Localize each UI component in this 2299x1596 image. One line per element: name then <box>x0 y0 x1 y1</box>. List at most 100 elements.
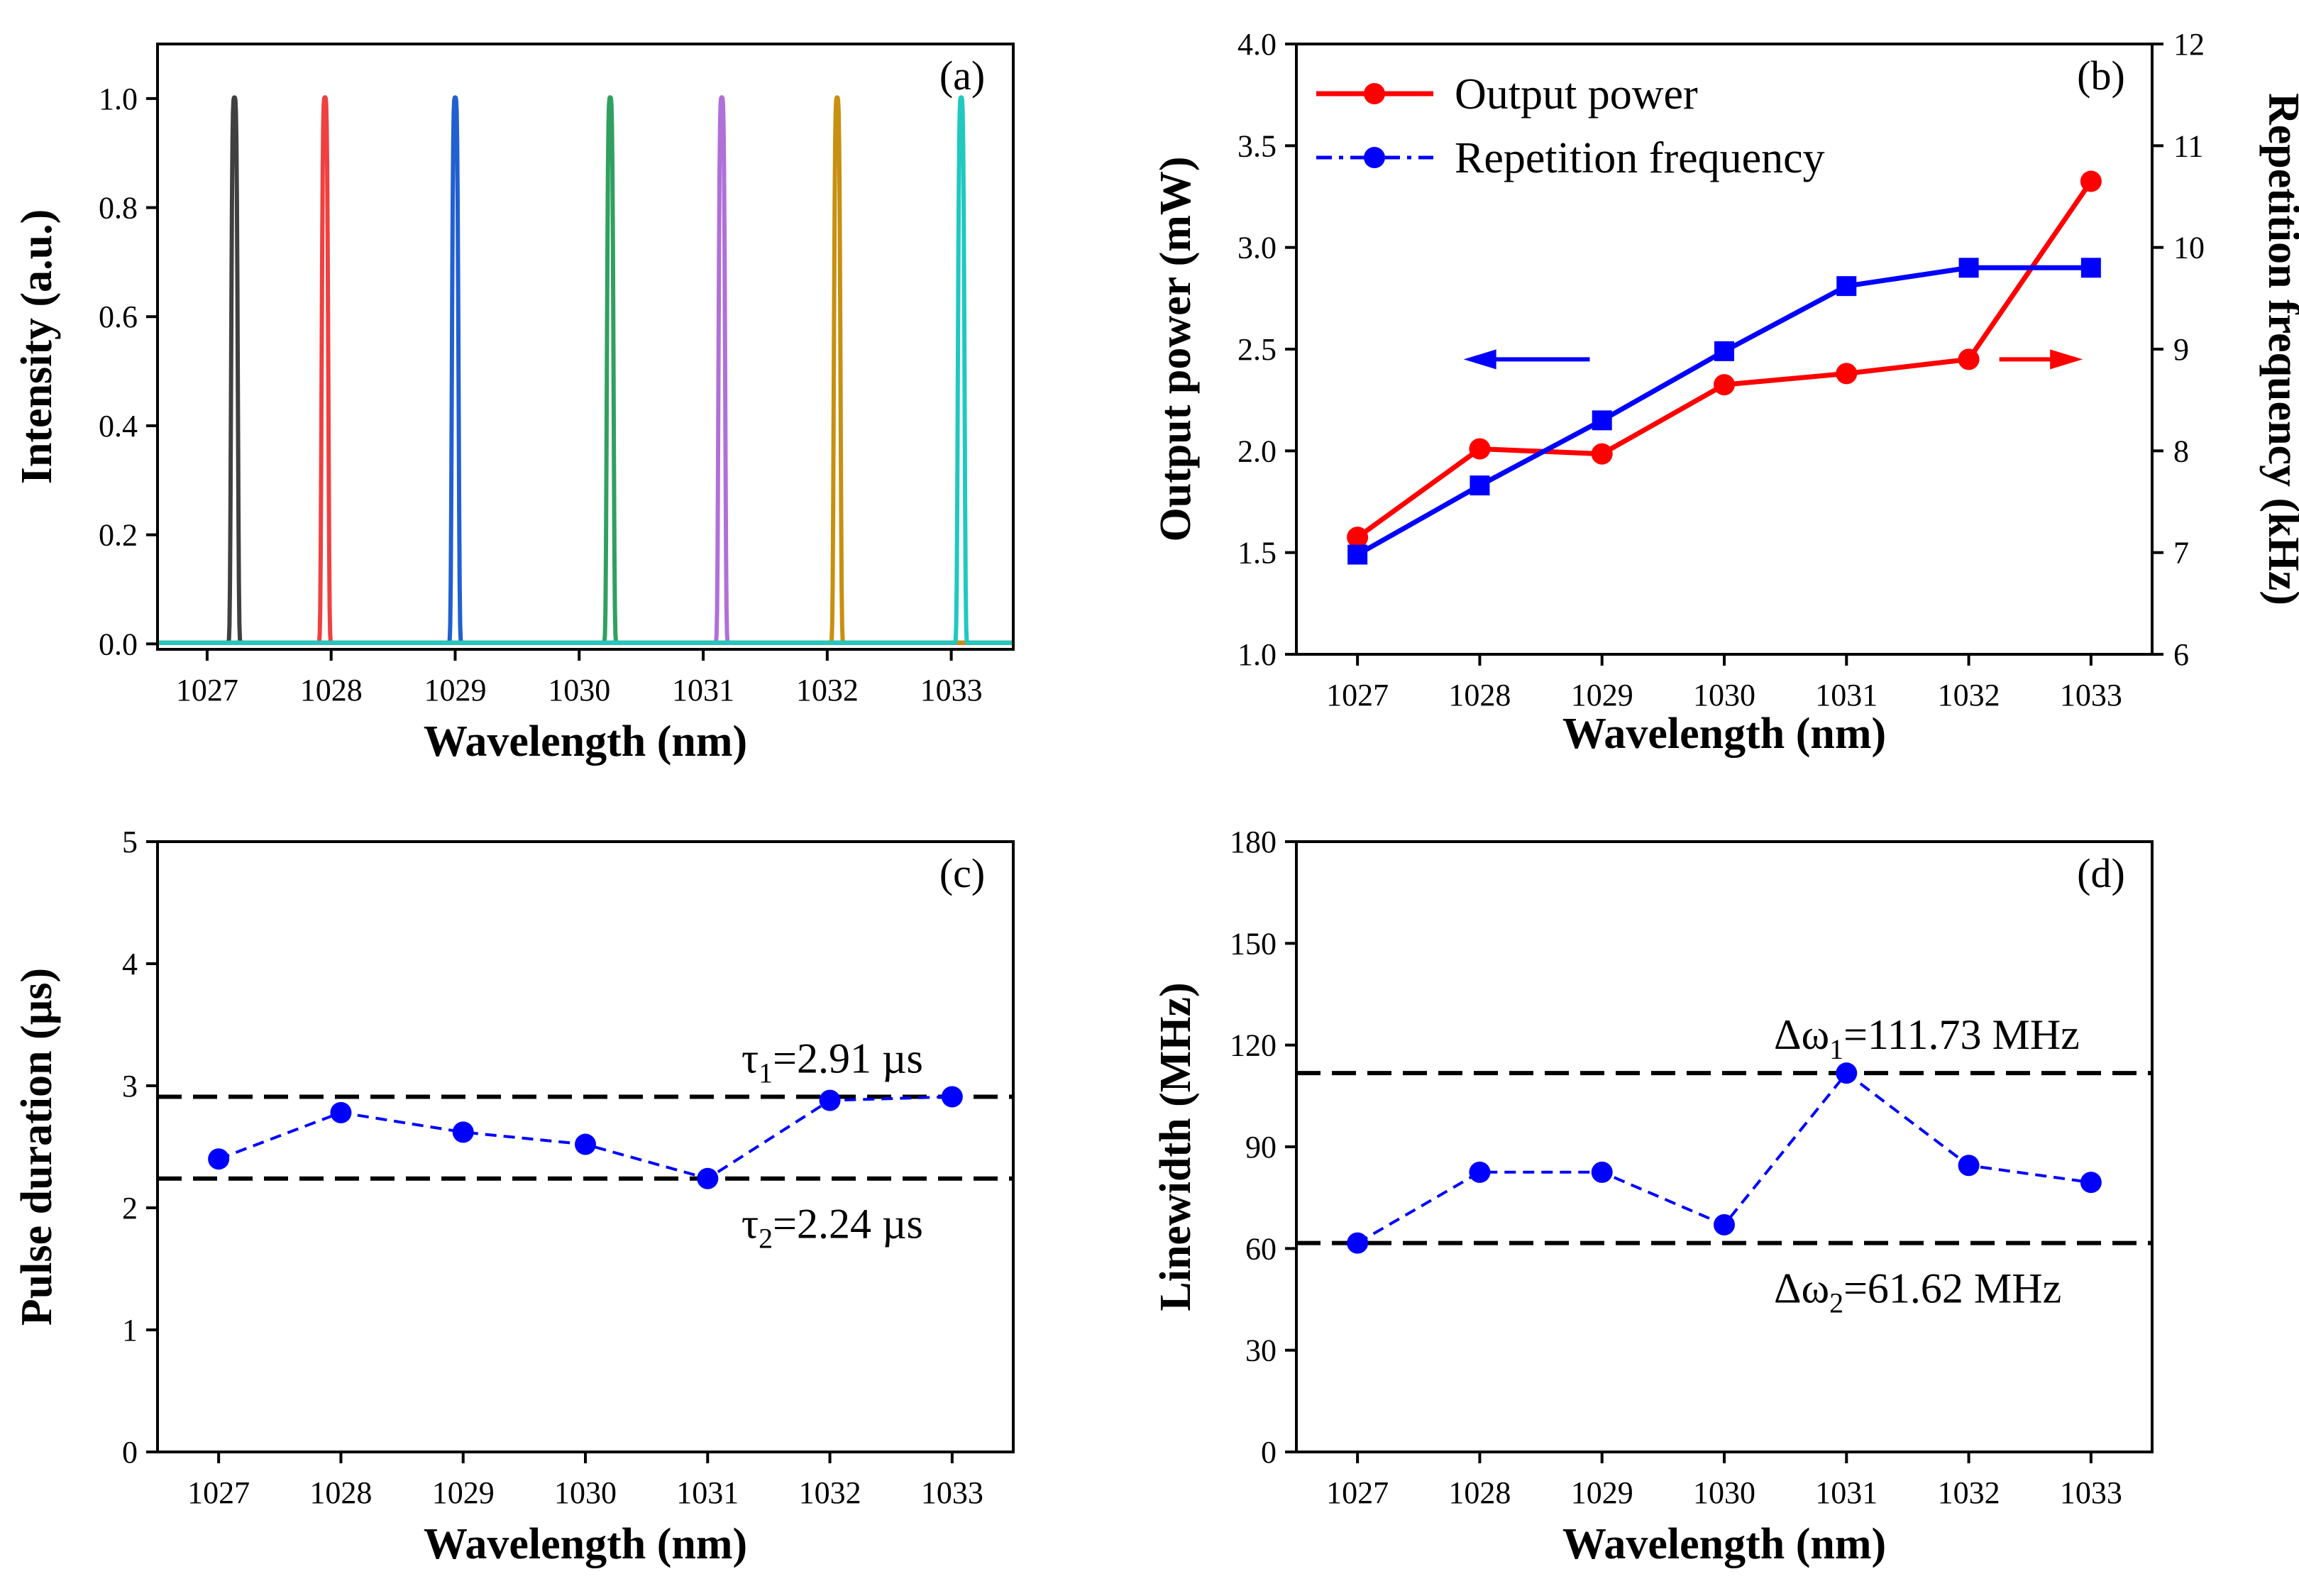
data-point <box>1836 276 1857 297</box>
x-tick-label-d: 1033 <box>2060 1475 2122 1510</box>
plot-area-a <box>158 95 1013 645</box>
panel-label-c: (c) <box>939 850 985 896</box>
spectrum-line <box>158 95 1013 645</box>
y-tick-label-b: 3.5 <box>1237 128 1277 163</box>
x-tick-label-d: 1031 <box>1815 1475 1878 1510</box>
legend-label: Repetition frequency <box>1455 134 1825 182</box>
reference-label: τ2=2.24 µs <box>741 1201 923 1255</box>
data-point <box>1714 1213 1735 1235</box>
data-point <box>1591 443 1613 465</box>
panel-c: 1027 1028 1029 1030 1031 1032 1033 0 1 2 3 4 5 Wavele… <box>13 825 1015 1568</box>
data-point <box>2080 170 2102 192</box>
y-right-tick-label-b: 11 <box>2173 128 2203 163</box>
y-tick-label-c: 0 <box>122 1435 138 1470</box>
legend-label: Output power <box>1455 70 1698 119</box>
data-point <box>1958 1155 1980 1177</box>
data-point <box>330 1101 352 1123</box>
data-point <box>1714 374 1735 396</box>
spectrum-line <box>158 95 1013 645</box>
data-point <box>941 1086 963 1108</box>
legend-marker <box>1364 83 1385 104</box>
data-point <box>1347 1232 1369 1254</box>
spectrum-line <box>158 95 1013 645</box>
data-point <box>1591 1161 1613 1183</box>
x-tick-label-b: 1031 <box>1815 678 1878 712</box>
x-tick-label-c: 1032 <box>799 1475 861 1510</box>
data-point <box>2080 1172 2102 1194</box>
data-point <box>2080 258 2101 278</box>
data-point <box>208 1148 230 1170</box>
y-tick-label-c: 5 <box>122 825 138 859</box>
y-tick-label-d: 120 <box>1230 1028 1277 1063</box>
y-right-tick-label-b: 7 <box>2173 536 2189 571</box>
y-tick-label-a: 0.8 <box>99 191 138 226</box>
y-tick-label-d: 30 <box>1245 1333 1277 1368</box>
y-tick-label-a: 0.2 <box>99 518 138 553</box>
data-point <box>1469 438 1491 460</box>
x-tick-label-a: 1033 <box>920 673 983 708</box>
x-tick-label-a: 1032 <box>796 673 859 708</box>
spectrum-line <box>158 95 1013 645</box>
data-point <box>1470 475 1490 496</box>
x-tick-label-c: 1029 <box>432 1475 495 1510</box>
spectrum-line <box>158 95 1013 645</box>
reference-label: τ1=2.91 µs <box>741 1035 923 1089</box>
y-tick-label-c: 1 <box>122 1313 138 1348</box>
y-right-tick-label-b: 9 <box>2173 332 2189 367</box>
x-axis-label-a: Wavelength (nm) <box>424 717 747 766</box>
series-line <box>1356 265 2091 557</box>
x-tick-label-a: 1027 <box>176 673 238 708</box>
data-point <box>1347 544 1368 565</box>
spectrum-line <box>158 95 1013 645</box>
y-tick-label-b: 4.0 <box>1237 27 1277 62</box>
data-point <box>1347 527 1369 549</box>
x-tick-label-c: 1031 <box>676 1475 739 1510</box>
y-tick-label-a: 1.0 <box>99 82 138 116</box>
data-point <box>452 1121 474 1143</box>
panel-label-d: (d) <box>2077 850 2125 896</box>
x-tick-label-b: 1032 <box>1938 678 2000 712</box>
y-axis-label-d: Linewidth (MHz) <box>1152 982 1200 1311</box>
data-point <box>1836 363 1858 385</box>
y-tick-label-c: 4 <box>122 947 138 981</box>
x-tick-label-c: 1033 <box>921 1475 983 1510</box>
x-tick-label-d: 1027 <box>1326 1475 1389 1510</box>
y-axis-label-b: Output power (mW) <box>1152 156 1200 541</box>
x-axis-label-c: Wavelength (nm) <box>424 1520 747 1568</box>
y-tick-label-a: 0.6 <box>99 299 138 334</box>
data-point <box>1958 258 1979 278</box>
y-right-tick-label-b: 10 <box>2173 231 2205 265</box>
y-tick-label-c: 3 <box>122 1069 138 1104</box>
y-tick-label-b: 1.5 <box>1237 536 1277 571</box>
data-point <box>1958 348 1980 370</box>
legend-b: Output power Repetition frequency <box>1316 70 1825 182</box>
plot-frame-d <box>1295 840 2154 1453</box>
x-tick-label-d: 1028 <box>1448 1475 1511 1510</box>
y-axis-label-a: Intensity (a.u.) <box>13 209 61 485</box>
panel-d: 1027 1028 1029 1030 1031 1032 1033 0 30 60 90 120 15… <box>1152 825 2154 1568</box>
y-tick-label-a: 0.0 <box>99 627 138 661</box>
y-right-axis-label-b: Repetition frequency (kHz) <box>2259 93 2299 605</box>
arrow-left-head <box>1463 349 1496 370</box>
x-tick-label-a: 1028 <box>300 673 363 708</box>
x-tick-label-b: 1028 <box>1448 678 1511 712</box>
y-right-tick-label-b: 8 <box>2173 434 2189 468</box>
y-axis-label-c: Pulse duration (µs) <box>13 968 61 1326</box>
arrow-right-head <box>2050 349 2083 370</box>
spectrum-line <box>158 95 1013 645</box>
panel-a: 1027 1028 1029 1030 1031 1032 1033 0.0 0.2 0.4 0.6… <box>13 43 1015 766</box>
data-point <box>1714 341 1734 361</box>
y-tick-label-d: 60 <box>1245 1231 1277 1266</box>
y-tick-label-c: 2 <box>122 1191 138 1226</box>
y-tick-label-b: 2.5 <box>1237 332 1277 367</box>
y-tick-label-d: 180 <box>1230 825 1277 859</box>
plot-frame-a <box>156 43 1015 651</box>
x-tick-label-c: 1027 <box>187 1475 250 1510</box>
y-tick-label-d: 150 <box>1230 926 1277 961</box>
y-right-tick-label-b: 12 <box>2173 27 2205 62</box>
x-tick-label-d: 1032 <box>1938 1475 2000 1510</box>
reference-label: Δω2=61.62 MHz <box>1774 1265 2061 1319</box>
x-tick-label-b: 1029 <box>1571 678 1633 712</box>
y-tick-label-a: 0.4 <box>99 409 138 444</box>
y-right-tick-label-b: 6 <box>2173 637 2189 672</box>
